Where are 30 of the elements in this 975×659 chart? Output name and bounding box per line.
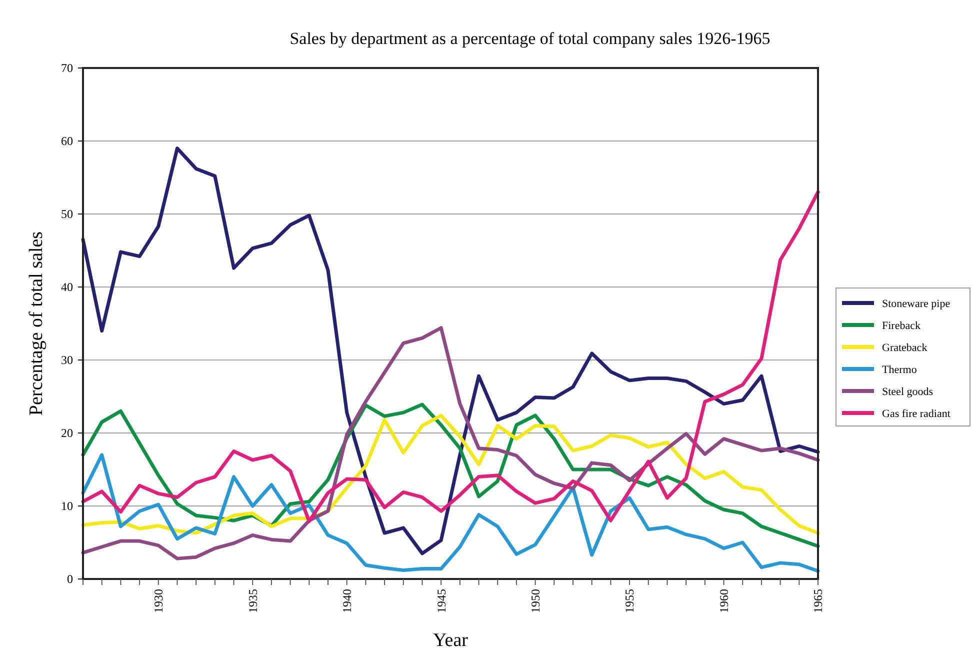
y-tick-label: 0	[67, 572, 73, 586]
legend-label: Fireback	[882, 320, 921, 332]
line-series	[81, 414, 820, 535]
x-tick-label: 1955	[622, 589, 637, 613]
y-axis-title: Percentage of total sales	[26, 231, 47, 416]
legend-label: Grateback	[882, 342, 928, 354]
y-tick-label: 10	[61, 499, 73, 514]
y-tick-label: 60	[61, 134, 73, 148]
line-series	[81, 326, 820, 560]
x-tick-label: 1950	[528, 589, 543, 613]
line-series	[81, 146, 820, 556]
legend-label: Gas fire radiant	[882, 408, 950, 420]
x-tick-label: 1940	[340, 589, 354, 613]
y-tick-label: 20	[61, 426, 73, 440]
legend-label: Steel goods	[882, 386, 934, 398]
y-tick-label: 30	[61, 353, 73, 368]
line-series	[81, 190, 820, 524]
x-tick-label: 1960	[716, 589, 731, 613]
y-tick-label: 40	[61, 280, 73, 294]
line-series	[81, 453, 820, 573]
y-tick-label: 70	[61, 61, 73, 76]
legend-label: Stoneware pipe	[882, 298, 950, 310]
x-tick-label: 1945	[434, 589, 448, 613]
chart-title: Sales by department as a percentage of total company sales 1926-1965	[290, 29, 770, 48]
x-tick-label: 1935	[246, 589, 260, 613]
x-tick-label: 1965	[811, 589, 826, 613]
y-tick-label: 50	[61, 207, 73, 222]
x-tick-label: 1930	[152, 589, 166, 613]
legend-label: Thermo	[882, 364, 918, 376]
x-axis-title: Year	[432, 630, 469, 651]
